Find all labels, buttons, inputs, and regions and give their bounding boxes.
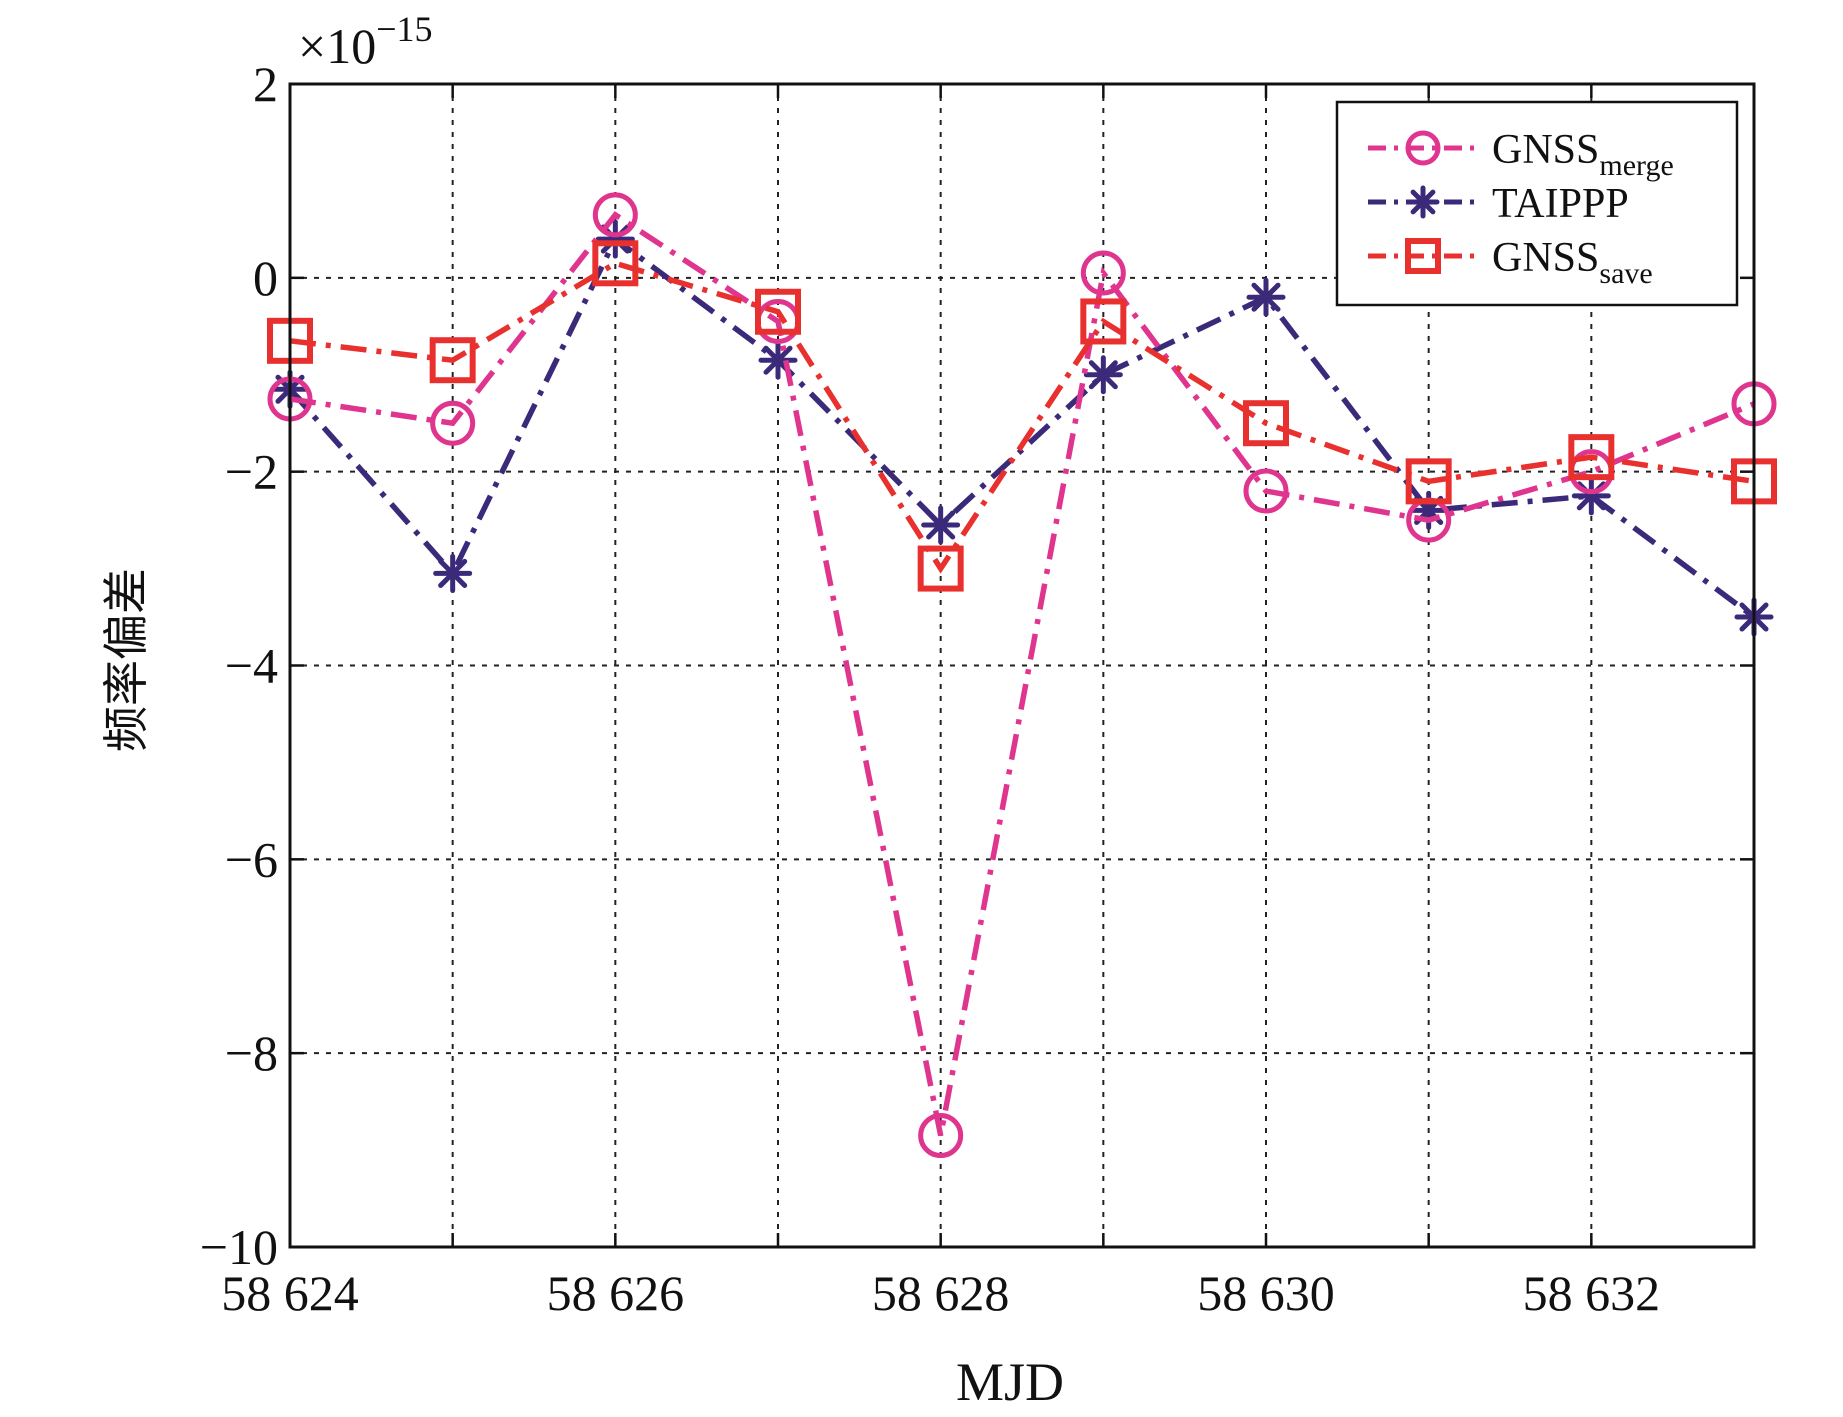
- data-point-asterisk: [1571, 476, 1611, 516]
- exponent-base: ×10: [298, 18, 376, 74]
- data-point-circle: [918, 1113, 964, 1159]
- data-point-square: [1080, 298, 1127, 345]
- data-point-circle: [430, 400, 476, 446]
- x-tick-label: 58 628: [872, 1265, 1010, 1321]
- legend-item-taippp: TAIPPP: [1368, 181, 1629, 227]
- x-axis-label: MJD: [956, 1352, 1064, 1412]
- legend-label-main: GNSS: [1492, 235, 1599, 281]
- legend-item-gnssmerge: GNSSmerge: [1368, 127, 1674, 182]
- legend-label: GNSSsave: [1492, 235, 1653, 290]
- x-tick-label: 58 626: [547, 1265, 685, 1321]
- data-point-asterisk: [1246, 277, 1286, 317]
- data-point-circle: [1405, 130, 1441, 166]
- data-point-square: [592, 240, 639, 287]
- x-tick-label: 58 630: [1197, 1265, 1335, 1321]
- exponent-label: ×10−15: [298, 9, 433, 74]
- x-tick-labels: 58 624 58 626 58 628 58 630 58 632: [221, 1265, 1660, 1321]
- series-layer: [267, 192, 1777, 1159]
- data-point-circle: [1243, 468, 1289, 514]
- data-point-asterisk: [433, 553, 473, 593]
- series-line: [289, 211, 1756, 1137]
- y-tick-label: −8: [225, 1025, 278, 1081]
- y-tick-label: 0: [253, 250, 278, 306]
- legend-box: [1335, 100, 1739, 307]
- y-tick-label: −10: [200, 1219, 278, 1275]
- y-tick-label: −6: [225, 831, 278, 887]
- legend-item-gnsssave: GNSSsave: [1368, 235, 1653, 290]
- y-axis-label: 频率偏差: [99, 568, 153, 752]
- x-tick-label: 58 624: [221, 1265, 359, 1321]
- data-point-square: [755, 288, 801, 335]
- data-point-circle: [1080, 250, 1126, 296]
- axis-ticks: [288, 82, 1756, 1249]
- exponent-power: −15: [376, 9, 432, 49]
- legend-label: TAIPPP: [1492, 181, 1629, 227]
- series-line: [289, 260, 1755, 574]
- data-point-asterisk: [1083, 355, 1123, 395]
- legend-label: GNSSmerge: [1492, 127, 1674, 182]
- data-point-square: [1405, 458, 1452, 505]
- y-tick-label: −2: [225, 444, 278, 500]
- y-tick-labels: 2 0 −2 −4 −6 −8 −10: [200, 56, 278, 1275]
- y-tick-label: −4: [225, 638, 278, 694]
- data-point-square: [1243, 400, 1289, 447]
- y-tick-label: 2: [253, 56, 278, 112]
- data-point-asterisk: [921, 505, 961, 545]
- data-point-circle: [592, 192, 638, 238]
- x-tick-label: 58 632: [1523, 1265, 1661, 1321]
- legend-label-sub: save: [1599, 257, 1652, 290]
- legend-label-sub: merge: [1599, 149, 1673, 182]
- data-point-square: [1568, 434, 1615, 481]
- series-gnssmerge: [267, 192, 1777, 1159]
- legend-label-main: GNSS: [1492, 127, 1599, 173]
- legend-label-main: TAIPPP: [1492, 181, 1629, 227]
- data-point-square: [429, 337, 476, 384]
- data-point-asterisk: [1406, 185, 1440, 219]
- data-point-square: [917, 545, 964, 592]
- data-point-square: [1405, 238, 1441, 274]
